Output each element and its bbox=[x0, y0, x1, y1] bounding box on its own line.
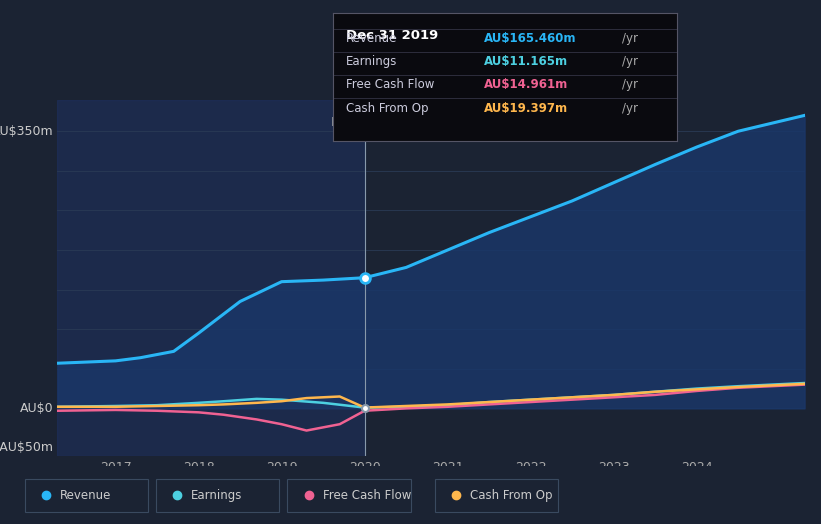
Text: AU$165.460m: AU$165.460m bbox=[484, 32, 576, 45]
Text: Analysts Forecasts: Analysts Forecasts bbox=[372, 116, 488, 128]
Text: Free Cash Flow: Free Cash Flow bbox=[346, 79, 434, 92]
Text: /yr: /yr bbox=[622, 56, 638, 69]
Text: Dec 31 2019: Dec 31 2019 bbox=[346, 28, 438, 41]
Text: Earnings: Earnings bbox=[191, 489, 243, 502]
Text: Earnings: Earnings bbox=[346, 56, 397, 69]
Text: Revenue: Revenue bbox=[346, 32, 397, 45]
Text: -AU$50m: -AU$50m bbox=[0, 441, 53, 454]
Text: AU$350m: AU$350m bbox=[0, 125, 53, 138]
Text: AU$14.961m: AU$14.961m bbox=[484, 79, 568, 92]
Text: AU$11.165m: AU$11.165m bbox=[484, 56, 568, 69]
Text: Revenue: Revenue bbox=[60, 489, 112, 502]
Text: Past: Past bbox=[331, 116, 357, 128]
Text: AU$19.397m: AU$19.397m bbox=[484, 102, 568, 115]
Text: /yr: /yr bbox=[622, 102, 638, 115]
Text: Cash From Op: Cash From Op bbox=[470, 489, 553, 502]
Text: AU$0: AU$0 bbox=[20, 402, 53, 415]
Text: /yr: /yr bbox=[622, 32, 638, 45]
Text: Cash From Op: Cash From Op bbox=[346, 102, 429, 115]
Bar bbox=[57, 100, 365, 456]
Text: /yr: /yr bbox=[622, 79, 638, 92]
Text: Free Cash Flow: Free Cash Flow bbox=[323, 489, 411, 502]
